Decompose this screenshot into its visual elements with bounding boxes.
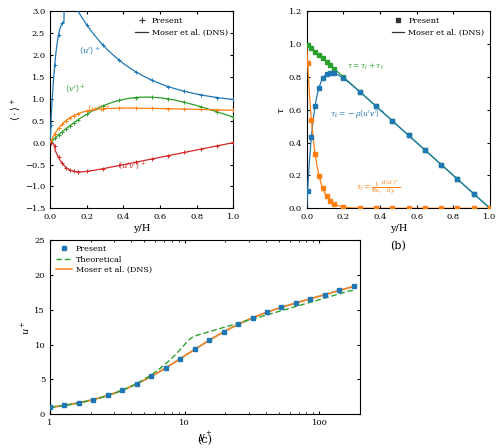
Text: $\langle v'\rangle^+$: $\langle v'\rangle^+$	[64, 83, 86, 94]
Y-axis label: $\tau$: $\tau$	[276, 106, 285, 113]
Present	[134, 381, 140, 387]
Text: (a): (a)	[134, 241, 150, 252]
Present	[351, 284, 357, 289]
Present	[206, 338, 212, 343]
Legend: Present, Moser et al. (DNS): Present, Moser et al. (DNS)	[390, 15, 486, 39]
Present	[90, 397, 96, 402]
Theoretical	[47, 405, 53, 410]
Present	[250, 315, 256, 320]
Line: Present: Present	[48, 284, 356, 409]
Moser et al. (DNS)	[146, 375, 152, 380]
Text: $\tau_t = -\rho\langle u'v'\rangle^+$: $\tau_t = -\rho\langle u'v'\rangle^+$	[330, 108, 386, 121]
Theoretical	[238, 320, 244, 325]
Moser et al. (DNS)	[168, 362, 173, 368]
Text: $\tau_l = \frac{1}{\mathrm{Re}_\tau}\frac{d\langle u'\rangle^+}{dy}$: $\tau_l = \frac{1}{\mathrm{Re}_\tau}\fra…	[356, 179, 401, 196]
Text: $\langle u'\rangle^+$: $\langle u'\rangle^+$	[80, 45, 101, 56]
Theoretical	[266, 311, 272, 317]
Moser et al. (DNS)	[266, 309, 272, 314]
Present	[293, 300, 299, 306]
Text: (b): (b)	[390, 241, 406, 252]
Theoretical	[268, 311, 274, 316]
Theoretical	[84, 399, 89, 404]
Theoretical	[168, 357, 173, 362]
Present	[278, 305, 284, 310]
Theoretical	[351, 288, 357, 293]
Present	[148, 374, 154, 379]
Present	[62, 403, 68, 408]
Present	[220, 329, 226, 335]
Y-axis label: $\langle\cdot\rangle^+$: $\langle\cdot\rangle^+$	[9, 98, 22, 121]
Line: Theoretical: Theoretical	[50, 290, 354, 407]
Text: $\langle u'v'\rangle^+$: $\langle u'v'\rangle^+$	[118, 160, 146, 171]
Moser et al. (DNS)	[268, 308, 274, 314]
Moser et al. (DNS)	[47, 405, 53, 410]
Present	[235, 322, 241, 327]
Moser et al. (DNS)	[238, 320, 244, 326]
Text: (c): (c)	[198, 435, 212, 445]
Present	[177, 356, 183, 362]
Y-axis label: $u^+$: $u^+$	[20, 319, 32, 335]
Present	[264, 310, 270, 315]
Legend: Present, Moser et al. (DNS): Present, Moser et al. (DNS)	[134, 15, 230, 39]
Moser et al. (DNS)	[351, 284, 357, 289]
X-axis label: $y^+$: $y^+$	[198, 430, 212, 444]
Present	[76, 400, 82, 405]
X-axis label: y/H: y/H	[390, 224, 407, 233]
Present	[192, 347, 198, 352]
X-axis label: y/H: y/H	[133, 224, 150, 233]
Moser et al. (DNS)	[84, 398, 89, 404]
Present	[322, 292, 328, 297]
Present	[47, 405, 53, 410]
Text: $\langle w'\rangle^+$: $\langle w'\rangle^+$	[86, 103, 110, 114]
Theoretical	[146, 374, 152, 379]
Present	[120, 388, 126, 393]
Present	[308, 296, 314, 302]
Present	[162, 365, 168, 370]
Present	[105, 392, 111, 398]
Present	[336, 288, 342, 293]
Text: $\tau = \tau_l + \tau_t$: $\tau = \tau_l + \tau_t$	[347, 62, 385, 72]
Line: Moser et al. (DNS): Moser et al. (DNS)	[50, 286, 354, 407]
Legend: Present, Theoretical, Moser et al. (DNS): Present, Theoretical, Moser et al. (DNS)	[54, 244, 154, 276]
